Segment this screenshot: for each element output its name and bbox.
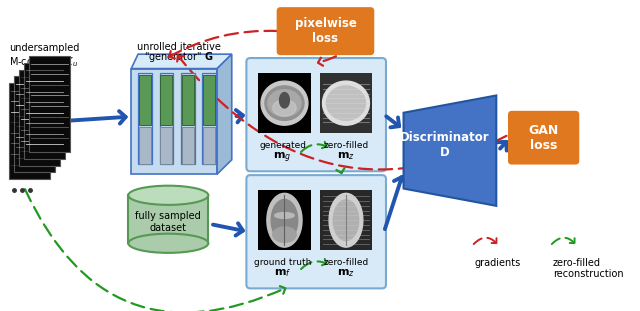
Polygon shape	[265, 86, 304, 120]
Polygon shape	[273, 227, 296, 242]
Bar	[204, 75, 215, 125]
Polygon shape	[131, 54, 232, 69]
Text: fully sampled
dataset: fully sampled dataset	[136, 211, 201, 233]
Bar	[29, 56, 70, 152]
Bar	[202, 73, 216, 164]
Polygon shape	[275, 212, 294, 218]
Text: $\mathbf{m}_z$: $\mathbf{m}_z$	[337, 267, 355, 279]
Bar	[14, 76, 55, 172]
Ellipse shape	[128, 234, 209, 253]
Bar	[128, 195, 209, 243]
Polygon shape	[280, 93, 289, 108]
Bar	[258, 73, 311, 133]
Text: gradients: gradients	[475, 258, 521, 268]
Text: zero-filled: zero-filled	[323, 258, 369, 267]
Text: "generator" $\mathbf{G}$: "generator" $\mathbf{G}$	[144, 50, 214, 64]
Bar	[319, 190, 372, 250]
Bar	[19, 70, 60, 165]
Polygon shape	[261, 81, 308, 125]
Bar	[182, 127, 194, 164]
Text: undersampled
M-coil data $K_u$: undersampled M-coil data $K_u$	[9, 43, 79, 69]
Polygon shape	[323, 81, 369, 125]
Bar	[24, 63, 65, 159]
Text: generated: generated	[259, 141, 306, 150]
FancyBboxPatch shape	[276, 7, 374, 55]
Polygon shape	[280, 95, 289, 105]
Polygon shape	[271, 199, 298, 241]
FancyBboxPatch shape	[131, 69, 217, 174]
Bar	[139, 127, 151, 164]
Polygon shape	[329, 193, 363, 247]
Polygon shape	[404, 95, 496, 206]
Polygon shape	[333, 200, 358, 240]
Text: $\mathbf{m}_z$: $\mathbf{m}_z$	[337, 150, 355, 162]
Bar	[161, 127, 172, 164]
Bar	[258, 190, 311, 250]
Ellipse shape	[128, 186, 209, 205]
Text: ground truth: ground truth	[254, 258, 311, 267]
Bar	[159, 73, 173, 164]
Polygon shape	[267, 193, 302, 247]
Bar	[139, 75, 151, 125]
Text: $\mathbf{m}_f$: $\mathbf{m}_f$	[274, 267, 291, 279]
Text: Discriminator
$\mathbf{D}$: Discriminator $\mathbf{D}$	[400, 131, 490, 159]
Bar	[182, 75, 194, 125]
FancyBboxPatch shape	[508, 111, 579, 165]
Text: $\mathbf{m}_g$: $\mathbf{m}_g$	[273, 150, 292, 165]
Bar	[138, 73, 152, 164]
FancyBboxPatch shape	[246, 175, 386, 288]
Text: pixelwise
loss: pixelwise loss	[294, 17, 356, 45]
Polygon shape	[268, 90, 301, 117]
Text: zero-filled
reconstruction: zero-filled reconstruction	[553, 258, 623, 279]
Text: unrolled iterative: unrolled iterative	[137, 42, 221, 52]
Bar	[204, 127, 215, 164]
Text: zero-filled: zero-filled	[323, 141, 369, 150]
Text: GAN
loss: GAN loss	[529, 124, 559, 152]
Polygon shape	[326, 86, 365, 120]
Polygon shape	[217, 54, 232, 174]
Bar	[161, 75, 172, 125]
Bar	[319, 73, 372, 133]
Polygon shape	[273, 100, 296, 116]
Bar	[9, 83, 50, 179]
FancyBboxPatch shape	[246, 58, 386, 171]
Bar	[181, 73, 195, 164]
